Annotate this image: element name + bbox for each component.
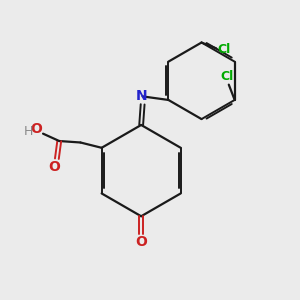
Text: H: H	[24, 125, 33, 138]
Text: O: O	[31, 122, 43, 136]
Text: O: O	[135, 235, 147, 249]
Text: N: N	[136, 89, 148, 103]
Text: Cl: Cl	[218, 44, 231, 56]
Text: O: O	[48, 160, 60, 174]
Text: Cl: Cl	[221, 70, 234, 83]
